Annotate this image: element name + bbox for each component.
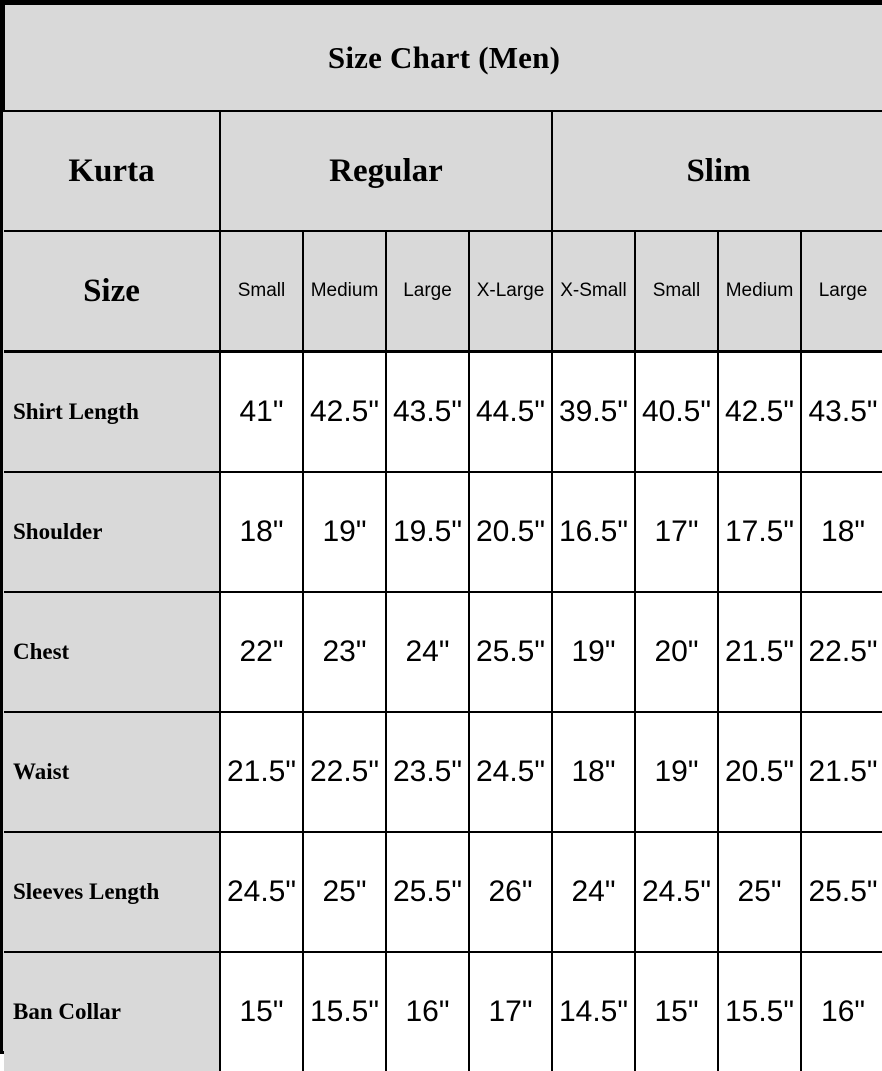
measurement-label: Waist: [4, 711, 221, 833]
measurement-value: 23": [302, 591, 387, 713]
measurement-value: 21.5": [717, 591, 802, 713]
table-row: Shoulder 18" 19" 19.5" 20.5" 16.5" 17" 1…: [4, 471, 882, 593]
measurement-value: 20": [634, 591, 719, 713]
measurement-value: 16": [385, 951, 470, 1071]
measurement-value: 42.5": [302, 350, 387, 473]
measurement-value: 16.5": [551, 471, 636, 593]
table-row: Waist 21.5" 22.5" 23.5" 24.5" 18" 19" 20…: [4, 711, 882, 833]
measurement-value: 44.5": [468, 350, 553, 473]
size-header-regular-xlarge: X-Large: [468, 230, 553, 353]
measurement-value: 19": [634, 711, 719, 833]
measurement-value: 24.5": [219, 831, 304, 953]
measurement-value: 17": [468, 951, 553, 1071]
measurement-value: 24": [385, 591, 470, 713]
measurement-label: Sleeves Length: [4, 831, 221, 953]
measurement-value: 40.5": [634, 350, 719, 473]
measurement-value: 21.5": [799, 711, 882, 833]
measurement-value: 15": [634, 951, 719, 1071]
size-header-regular-small: Small: [219, 230, 304, 353]
measurement-value: 17": [634, 471, 719, 593]
measurement-value: 15.5": [302, 951, 387, 1071]
measurement-value: 25": [302, 831, 387, 953]
measurement-value: 22.5": [302, 711, 387, 833]
measurement-value: 18": [551, 711, 636, 833]
measurement-value: 18": [219, 471, 304, 593]
measurement-value: 24.5": [634, 831, 719, 953]
size-header-slim-xsmall: X-Small: [551, 230, 636, 353]
measurement-value: 14.5": [551, 951, 636, 1071]
measurement-value: 25": [717, 831, 802, 953]
measurement-value: 20.5": [468, 471, 553, 593]
measurement-value: 41": [219, 350, 304, 473]
size-axis-label: Size: [4, 230, 221, 353]
measurement-value: 17.5": [717, 471, 802, 593]
size-header-slim-small: Small: [634, 230, 719, 353]
size-header-row: Size Small Medium Large X-Large X-Small …: [4, 230, 882, 353]
fit-header-row: Kurta Regular Slim: [4, 110, 882, 232]
size-header-slim-large: Large: [799, 230, 882, 353]
measurement-value: 22": [219, 591, 304, 713]
measurement-value: 43.5": [799, 350, 882, 473]
size-header-slim-medium: Medium: [717, 230, 802, 353]
title-row: Size Chart (Men): [2, 3, 882, 112]
measurement-label: Shoulder: [4, 471, 221, 593]
measurement-value: 18": [799, 471, 882, 593]
measurement-label: Shirt Length: [4, 350, 221, 473]
measurement-value: 25.5": [799, 831, 882, 953]
fit-group-slim: Slim: [550, 110, 882, 232]
measurement-value: 39.5": [551, 350, 636, 473]
measurement-value: 24.5": [468, 711, 553, 833]
measurement-value: 16": [799, 951, 882, 1071]
measurement-value: 25.5": [385, 831, 470, 953]
table-row: Shirt Length 41" 42.5" 43.5" 44.5" 39.5"…: [4, 350, 882, 473]
measurement-label: Chest: [4, 591, 221, 713]
measurement-label: Ban Collar: [4, 951, 221, 1071]
measurement-value: 20.5": [717, 711, 802, 833]
fit-group-regular: Regular: [219, 110, 553, 232]
size-header-regular-large: Large: [385, 230, 470, 353]
measurement-value: 19": [302, 471, 387, 593]
measurement-value: 15.5": [717, 951, 802, 1071]
size-chart-table: Size Chart (Men) Kurta Regular Slim Size…: [2, 3, 882, 1071]
measurement-value: 26": [468, 831, 553, 953]
table-row: Sleeves Length 24.5" 25" 25.5" 26" 24" 2…: [4, 831, 882, 953]
measurement-value: 42.5": [717, 350, 802, 473]
measurement-value: 25.5": [468, 591, 553, 713]
garment-type-label: Kurta: [4, 110, 221, 232]
measurement-value: 21.5": [219, 711, 304, 833]
chart-title: Size Chart (Men): [2, 3, 882, 112]
measurement-value: 19.5": [385, 471, 470, 593]
measurement-value: 22.5": [799, 591, 882, 713]
table-row: Chest 22" 23" 24" 25.5" 19" 20" 21.5" 22…: [4, 591, 882, 713]
measurement-value: 15": [219, 951, 304, 1071]
size-header-regular-medium: Medium: [302, 230, 387, 353]
table-row: Ban Collar 15" 15.5" 16" 17" 14.5" 15" 1…: [4, 951, 882, 1071]
measurement-value: 43.5": [385, 350, 470, 473]
measurement-value: 24": [551, 831, 636, 953]
measurement-value: 23.5": [385, 711, 470, 833]
measurement-value: 19": [551, 591, 636, 713]
